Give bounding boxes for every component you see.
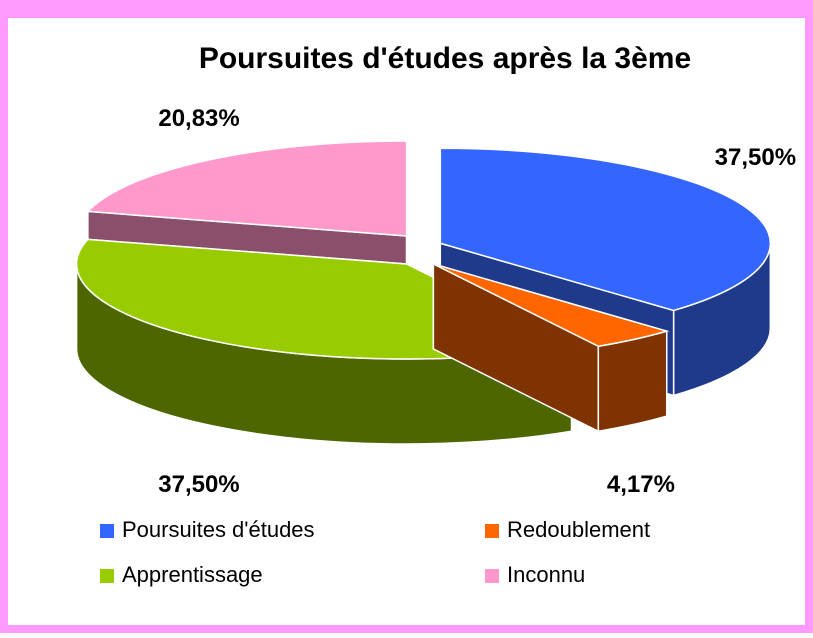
legend-swatch — [100, 569, 114, 583]
legend-label: Redoublement — [507, 517, 650, 542]
legend-swatch — [485, 569, 499, 583]
slice — [439, 147, 772, 312]
slice — [86, 140, 408, 237]
legend-swatch — [100, 524, 114, 538]
data-label: 37,50% — [715, 144, 796, 171]
slice — [433, 263, 670, 348]
legend-label: Inconnu — [507, 562, 585, 587]
legend-swatch — [485, 524, 499, 538]
chart-title: Poursuites d'études après la 3ème — [199, 42, 691, 75]
data-label: 20,83% — [158, 105, 239, 132]
data-label: 4,17% — [607, 471, 675, 498]
legend-label: Apprentissage — [122, 562, 263, 587]
data-label: 37,50% — [158, 471, 239, 498]
legend-label: Poursuites d'études — [122, 517, 315, 542]
slice-outer-wall — [597, 330, 668, 433]
